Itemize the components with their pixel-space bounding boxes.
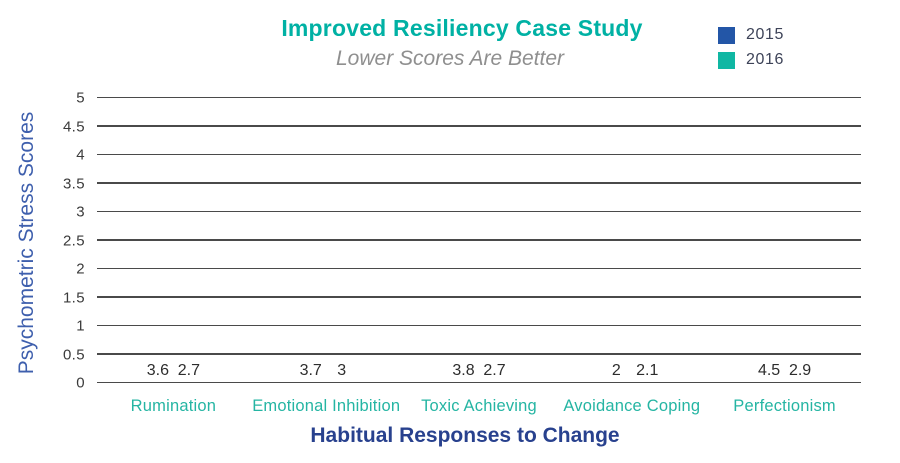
- category-label-perfectionism: Perfectionism: [733, 397, 836, 415]
- legend-item-2016: 2016: [718, 51, 784, 69]
- bar-value-2015-emotional-inhibition: 3.7: [299, 362, 322, 379]
- gridline-1.5: [97, 296, 861, 298]
- y-tick-4: 4: [76, 146, 85, 164]
- bar-value-2015-avoidance-coping: 2: [611, 362, 621, 379]
- y-axis-tick-labels: 5 4.5 4 3.5 3 2.5 2 1.5 1 0.5 0: [28, 90, 85, 392]
- bar-groups: 3.6 2.7 3.7 3 3.8 2.7 2 2.1 4.5 2.9: [97, 98, 861, 383]
- category-label-toxic-achieving: Toxic Achieving: [421, 397, 537, 415]
- chart-subtitle: Lower Scores Are Better: [336, 47, 564, 70]
- bar-value-2016-toxic-achieving: 2.7: [483, 362, 506, 379]
- gridline-2.5: [97, 239, 861, 241]
- gridline-5: [97, 96, 861, 98]
- legend-label-2016: 2016: [746, 51, 784, 68]
- gridline-2: [97, 267, 861, 269]
- legend-swatch-2016: [718, 51, 735, 69]
- y-tick-3: 3: [76, 203, 85, 221]
- gridline-3.5: [97, 182, 861, 184]
- gridline-4: [97, 153, 861, 155]
- bar-value-2015-perfectionism: 4.5: [757, 362, 781, 379]
- x-axis-label: Habitual Responses to Change: [310, 424, 620, 447]
- gridline-4.5: [97, 125, 861, 127]
- legend-swatch-2015: [718, 26, 735, 44]
- y-tick-2: 2: [76, 260, 85, 278]
- y-tick-1: 1: [76, 317, 85, 335]
- bar-value-2015-toxic-achieving: 3.8: [452, 362, 475, 379]
- category-label-avoidance-coping: Avoidance Coping: [563, 397, 701, 415]
- chart-title: Improved Resiliency Case Study: [281, 15, 643, 41]
- legend-item-2015: 2015: [718, 26, 784, 44]
- y-tick-4.5: 4.5: [62, 118, 85, 135]
- category-label-emotional-inhibition: Emotional Inhibition: [252, 397, 401, 415]
- plot-area: 3.6 2.7 3.7 3 3.8 2.7 2 2.1 4.5 2.9: [97, 96, 861, 383]
- y-tick-5: 5: [76, 89, 85, 107]
- y-tick-0.5: 0.5: [62, 346, 85, 363]
- legend: 2015 2016: [718, 26, 784, 69]
- y-tick-3.5: 3.5: [62, 175, 85, 192]
- y-tick-1.5: 1.5: [62, 289, 85, 306]
- bar-value-2016-avoidance-coping: 2.1: [636, 362, 659, 379]
- gridline-0.5: [97, 353, 861, 355]
- bar-value-2016-emotional-inhibition: 3: [337, 362, 347, 379]
- y-tick-0: 0: [76, 374, 85, 392]
- gridline-1: [97, 324, 861, 326]
- gridline-0: [97, 381, 861, 383]
- y-tick-2.5: 2.5: [62, 232, 85, 249]
- category-label-rumination: Rumination: [130, 397, 217, 415]
- bar-value-2015-rumination: 3.6: [146, 362, 170, 379]
- legend-label-2015: 2015: [746, 26, 784, 43]
- bar-value-2016-perfectionism: 2.9: [788, 362, 812, 379]
- bar-value-2016-rumination: 2.7: [177, 362, 201, 379]
- gridline-3: [97, 210, 861, 212]
- x-axis-category-labels: Rumination Emotional Inhibition Toxic Achi…: [97, 397, 861, 416]
